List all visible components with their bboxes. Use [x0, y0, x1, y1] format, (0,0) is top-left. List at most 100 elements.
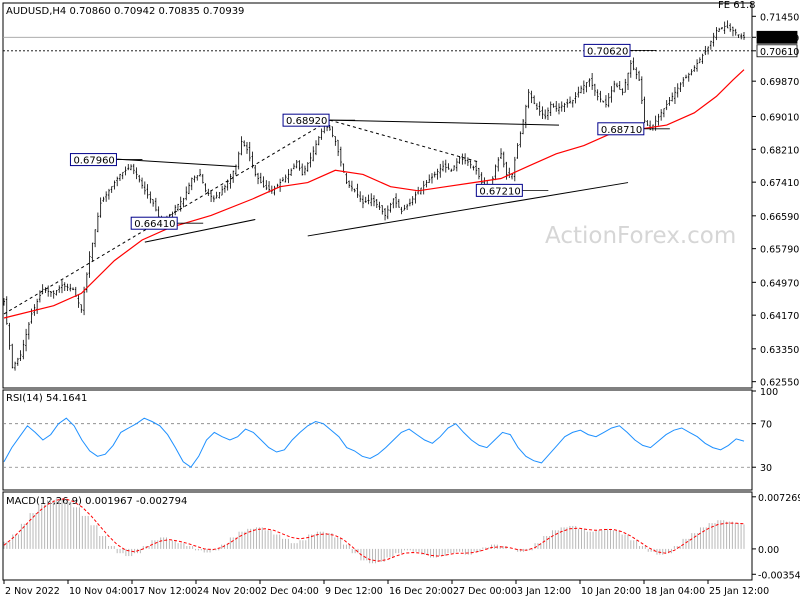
candle	[422, 180, 425, 195]
candle	[511, 173, 514, 180]
candle	[237, 151, 240, 170]
candle	[25, 328, 28, 352]
candle	[591, 73, 594, 90]
fe-label: FE 61.8	[718, 0, 756, 11]
svg-text:0.66410: 0.66410	[134, 219, 175, 230]
svg-text:0.66590: 0.66590	[760, 212, 799, 223]
candle	[254, 165, 257, 177]
candle	[516, 143, 519, 159]
rsi-tick: 100	[752, 387, 778, 398]
candle	[392, 198, 395, 209]
candle	[107, 188, 110, 200]
macd-signal-line	[3, 498, 745, 562]
trendline	[117, 158, 236, 168]
candle	[596, 89, 599, 101]
time-tick: 10 Jan 20:00	[579, 580, 641, 597]
candle	[234, 164, 237, 176]
svg-text:0.70620: 0.70620	[587, 46, 628, 57]
price-tick: 0.65790	[752, 245, 799, 256]
candle	[500, 148, 503, 159]
candle	[298, 160, 301, 171]
candle	[215, 191, 218, 199]
candle	[367, 194, 370, 205]
candle	[538, 101, 541, 116]
candle	[668, 96, 671, 106]
candle	[638, 70, 641, 81]
candle	[99, 197, 102, 218]
candle	[414, 191, 417, 204]
candle	[627, 72, 630, 91]
svg-text:0.69010: 0.69010	[760, 112, 799, 123]
candle	[743, 31, 745, 40]
svg-text:18 Jan 04:00: 18 Jan 04:00	[645, 586, 705, 597]
svg-text:27 Dec 00:00: 27 Dec 00:00	[453, 586, 517, 597]
candle	[469, 160, 472, 169]
candle	[569, 96, 572, 104]
svg-text:0.007269: 0.007269	[758, 493, 800, 504]
candle	[91, 242, 94, 261]
candle	[613, 80, 616, 93]
candle	[350, 180, 353, 192]
candle	[135, 167, 138, 180]
svg-text:0.70610: 0.70610	[760, 47, 799, 58]
candle	[508, 167, 511, 178]
candle	[524, 104, 527, 129]
rsi-tick: 30	[752, 463, 772, 474]
candle	[726, 20, 729, 29]
candle	[715, 27, 718, 41]
macd-histogram	[3, 498, 745, 564]
candle	[334, 136, 337, 146]
candle	[66, 283, 69, 291]
candle	[428, 174, 431, 184]
candle	[375, 199, 378, 209]
candle	[593, 83, 596, 96]
candle	[80, 304, 83, 313]
candle	[251, 151, 254, 169]
candle	[555, 101, 558, 112]
candle	[52, 290, 55, 299]
candle	[116, 176, 119, 187]
level-label: 0.66410	[130, 216, 204, 230]
level-label: 0.67210	[475, 183, 549, 197]
time-tick: 16 Dec 20:00	[387, 580, 453, 597]
level-label: 0.67960	[69, 153, 143, 167]
svg-text:17 Nov 12:00: 17 Nov 12:00	[133, 586, 197, 597]
candle	[582, 80, 585, 95]
svg-text:9 Dec 12:00: 9 Dec 12:00	[325, 586, 383, 597]
candle	[373, 195, 375, 207]
candle	[444, 159, 447, 173]
candle	[607, 93, 610, 108]
candle	[306, 162, 309, 172]
candle	[353, 188, 356, 193]
rsi-panel: RSI(14) 54.1641 100 70 30	[2, 387, 778, 491]
candle	[502, 151, 505, 168]
candle	[188, 182, 190, 195]
candle	[571, 99, 574, 108]
candle	[558, 103, 560, 115]
candle	[577, 86, 580, 98]
price-tick: 0.69870	[752, 77, 799, 88]
candle	[466, 157, 469, 166]
candle	[273, 185, 276, 196]
candle	[530, 90, 533, 104]
rsi-title: RSI(14) 54.1641	[6, 393, 87, 404]
candle	[447, 163, 450, 170]
candle	[3, 298, 5, 306]
candle	[693, 65, 696, 72]
candle	[210, 190, 213, 202]
candle	[339, 146, 342, 167]
price-tick: 0.66590	[752, 212, 799, 223]
candle	[643, 96, 646, 123]
candle	[458, 156, 461, 164]
svg-text:100: 100	[760, 387, 778, 398]
candle	[77, 294, 80, 308]
candle	[138, 174, 141, 183]
candle	[615, 82, 618, 88]
candle	[243, 140, 246, 147]
macd-panel-frame	[2, 491, 753, 581]
time-tick: 2 Nov 2022	[3, 580, 60, 597]
svg-text:25 Jan 12:00: 25 Jan 12:00	[709, 586, 769, 597]
candle	[268, 181, 271, 193]
trendline	[329, 119, 560, 126]
time-tick: 27 Dec 00:00	[451, 580, 517, 597]
